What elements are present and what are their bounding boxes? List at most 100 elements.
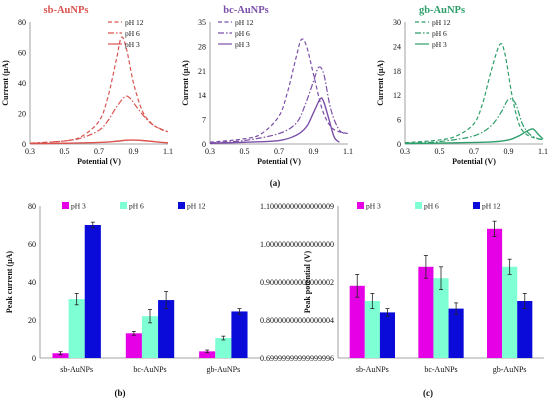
x-tick-label: 0.7 xyxy=(274,147,284,156)
y-tick-label: 6 xyxy=(397,116,401,125)
y-tick-label: 0 xyxy=(32,354,36,363)
x-tick-label: 0.3 xyxy=(400,147,410,156)
y-tick-label: 1.10000000000000009 xyxy=(260,202,334,211)
y-tick-label: 0.69999999999999996 xyxy=(260,354,334,363)
bar-ph-3-bc-aunps xyxy=(125,333,142,358)
y-axis-label: Peak potential (V) xyxy=(303,251,312,314)
x-tick-label: 1.1 xyxy=(343,147,353,156)
y-tick-label: 60 xyxy=(18,49,26,58)
legend-swatch-ph-12 xyxy=(473,202,480,209)
y-axis-label: Current (μA) xyxy=(1,60,10,106)
legend-label-ph-3: pH 3 xyxy=(432,40,447,49)
bar-ph-12-bc-aunps xyxy=(448,308,464,358)
legend-label-ph-3: pH 3 xyxy=(366,202,381,211)
legend-swatch-ph-3 xyxy=(62,202,69,209)
y-axis-label: Current (μA) xyxy=(376,60,385,106)
legend-swatch-ph-6 xyxy=(415,202,422,209)
y-tick-label: 20 xyxy=(18,110,26,119)
series-line-ph-3 xyxy=(404,128,544,145)
x-tick-label: 0.9 xyxy=(504,147,514,156)
bar-ph-6-bc-aunps xyxy=(141,316,159,358)
y-tick-label: 80 xyxy=(28,202,36,211)
bar-ph-3-bc-aunps xyxy=(418,266,434,358)
chart-title: bc-AuNPs xyxy=(223,5,269,16)
x-tick-label: 0.3 xyxy=(25,147,35,156)
legend-swatch-ph-12 xyxy=(178,202,185,209)
y-tick-label: 35 xyxy=(198,18,206,27)
panel-label-a: (a) xyxy=(270,178,281,188)
x-axis-label: Potential (V) xyxy=(257,157,301,166)
bar-chart-peak-potential: 0.69999999999999996 0.80000000000000004 0.… xyxy=(260,202,544,374)
bar-ph-3-sb-aunps xyxy=(349,285,365,358)
series-line-ph-12 xyxy=(209,38,349,143)
y-tick-label: 0.80000000000000004 xyxy=(260,316,334,325)
y-tick-label: 30 xyxy=(393,18,401,27)
legend-label-ph-3: pH 3 xyxy=(125,40,140,49)
y-tick-label: 40 xyxy=(18,79,26,88)
y-tick-label: 12 xyxy=(393,91,401,100)
bar-chart-peak-current: 0 20 40 60 80 Peak current (μA) sb-AuNPs bc-AuN… xyxy=(5,202,260,374)
bar-ph-6-bc-aunps xyxy=(433,278,449,358)
y-tick-label: 0 xyxy=(397,140,401,149)
y-tick-label: 0 xyxy=(202,140,206,149)
y-axis-label: Current (μA) xyxy=(181,60,190,106)
bar-ph-12-sb-aunps xyxy=(379,312,395,358)
category-label: sb-AuNPs xyxy=(356,365,389,374)
series-line-ph-12 xyxy=(404,43,544,144)
x-axis-label: Potential (V) xyxy=(452,157,496,166)
y-tick-label: 0 xyxy=(22,140,26,149)
y-tick-label: 7 xyxy=(202,116,206,125)
bar-ph-3-gb-aunps xyxy=(199,351,216,358)
legend-label-ph-12: pH 12 xyxy=(432,18,451,27)
y-tick-label: 20 xyxy=(28,316,36,325)
legend-swatch-ph-3 xyxy=(357,202,364,209)
bar-ph-6-sb-aunps xyxy=(68,299,85,358)
y-tick-label: 18 xyxy=(393,67,401,76)
category-label: gb-AuNPs xyxy=(493,365,527,374)
x-tick-label: 0.7 xyxy=(94,147,104,156)
x-tick-label: 1.1 xyxy=(163,147,173,156)
chart-title: gb-AuNPs xyxy=(419,5,465,16)
x-tick-label: 1.1 xyxy=(538,147,548,156)
legend-label-ph-6: pH 6 xyxy=(432,29,447,38)
y-tick-label: 24 xyxy=(393,42,401,51)
category-label: sb-AuNPs xyxy=(60,365,93,374)
legend-label-ph-3: pH 3 xyxy=(235,40,250,49)
bar-ph-12-bc-aunps xyxy=(158,300,175,358)
y-tick-label: 21 xyxy=(198,67,206,76)
x-tick-label: 0.5 xyxy=(240,147,250,156)
line-chart-sb-aunps: 0 20 40 60 80 0.3 0.5 0.7 0.9 1.1 Potential (V) Cur… xyxy=(1,5,173,166)
y-tick-label: 0.90000000000000002 xyxy=(260,278,334,287)
x-tick-label: 0.9 xyxy=(309,147,319,156)
series-line-ph-6 xyxy=(29,95,169,144)
legend-swatch-ph-6 xyxy=(120,202,127,209)
series-line-ph-6 xyxy=(404,98,544,144)
bar-ph-3-gb-aunps xyxy=(487,228,503,358)
y-tick-label: 1.00000000000000000 xyxy=(260,240,334,249)
legend-label-ph-12: pH 12 xyxy=(125,18,144,27)
y-tick-label: 60 xyxy=(28,240,36,249)
series-line-ph-12 xyxy=(29,36,169,144)
line-chart-bc-aunps: 0 7 14 21 28 35 0.3 0.5 0.7 0.9 1.1 Potential (V) Cu… xyxy=(181,5,353,166)
x-tick-label: 0.5 xyxy=(60,147,70,156)
series-line-ph-3 xyxy=(29,139,169,145)
series-line-ph-6 xyxy=(209,66,349,144)
bar-ph-12-gb-aunps xyxy=(231,311,248,358)
y-tick-label: 14 xyxy=(198,91,206,100)
series-line-ph-3 xyxy=(209,97,340,144)
y-tick-label: 80 xyxy=(18,18,26,27)
bar-ph-3-sb-aunps xyxy=(52,353,69,358)
panel-label-c: (c) xyxy=(423,388,433,398)
legend-label-ph-6: pH 6 xyxy=(235,29,250,38)
line-chart-gb-aunps: 0 6 12 18 24 30 0.3 0.5 0.7 0.9 1.1 Potential (V) Cu… xyxy=(376,5,548,166)
bar-ph-6-gb-aunps xyxy=(502,266,518,358)
x-tick-label: 0.7 xyxy=(469,147,479,156)
category-label: gb-AuNPs xyxy=(206,365,240,374)
category-label: bc-AuNPs xyxy=(133,365,166,374)
legend-label-ph-6: pH 6 xyxy=(125,29,140,38)
bar-ph-6-sb-aunps xyxy=(364,301,380,358)
x-tick-label: 0.9 xyxy=(129,147,139,156)
legend-label-ph-6: pH 6 xyxy=(424,202,439,211)
panel-label-b: (b) xyxy=(115,388,126,398)
